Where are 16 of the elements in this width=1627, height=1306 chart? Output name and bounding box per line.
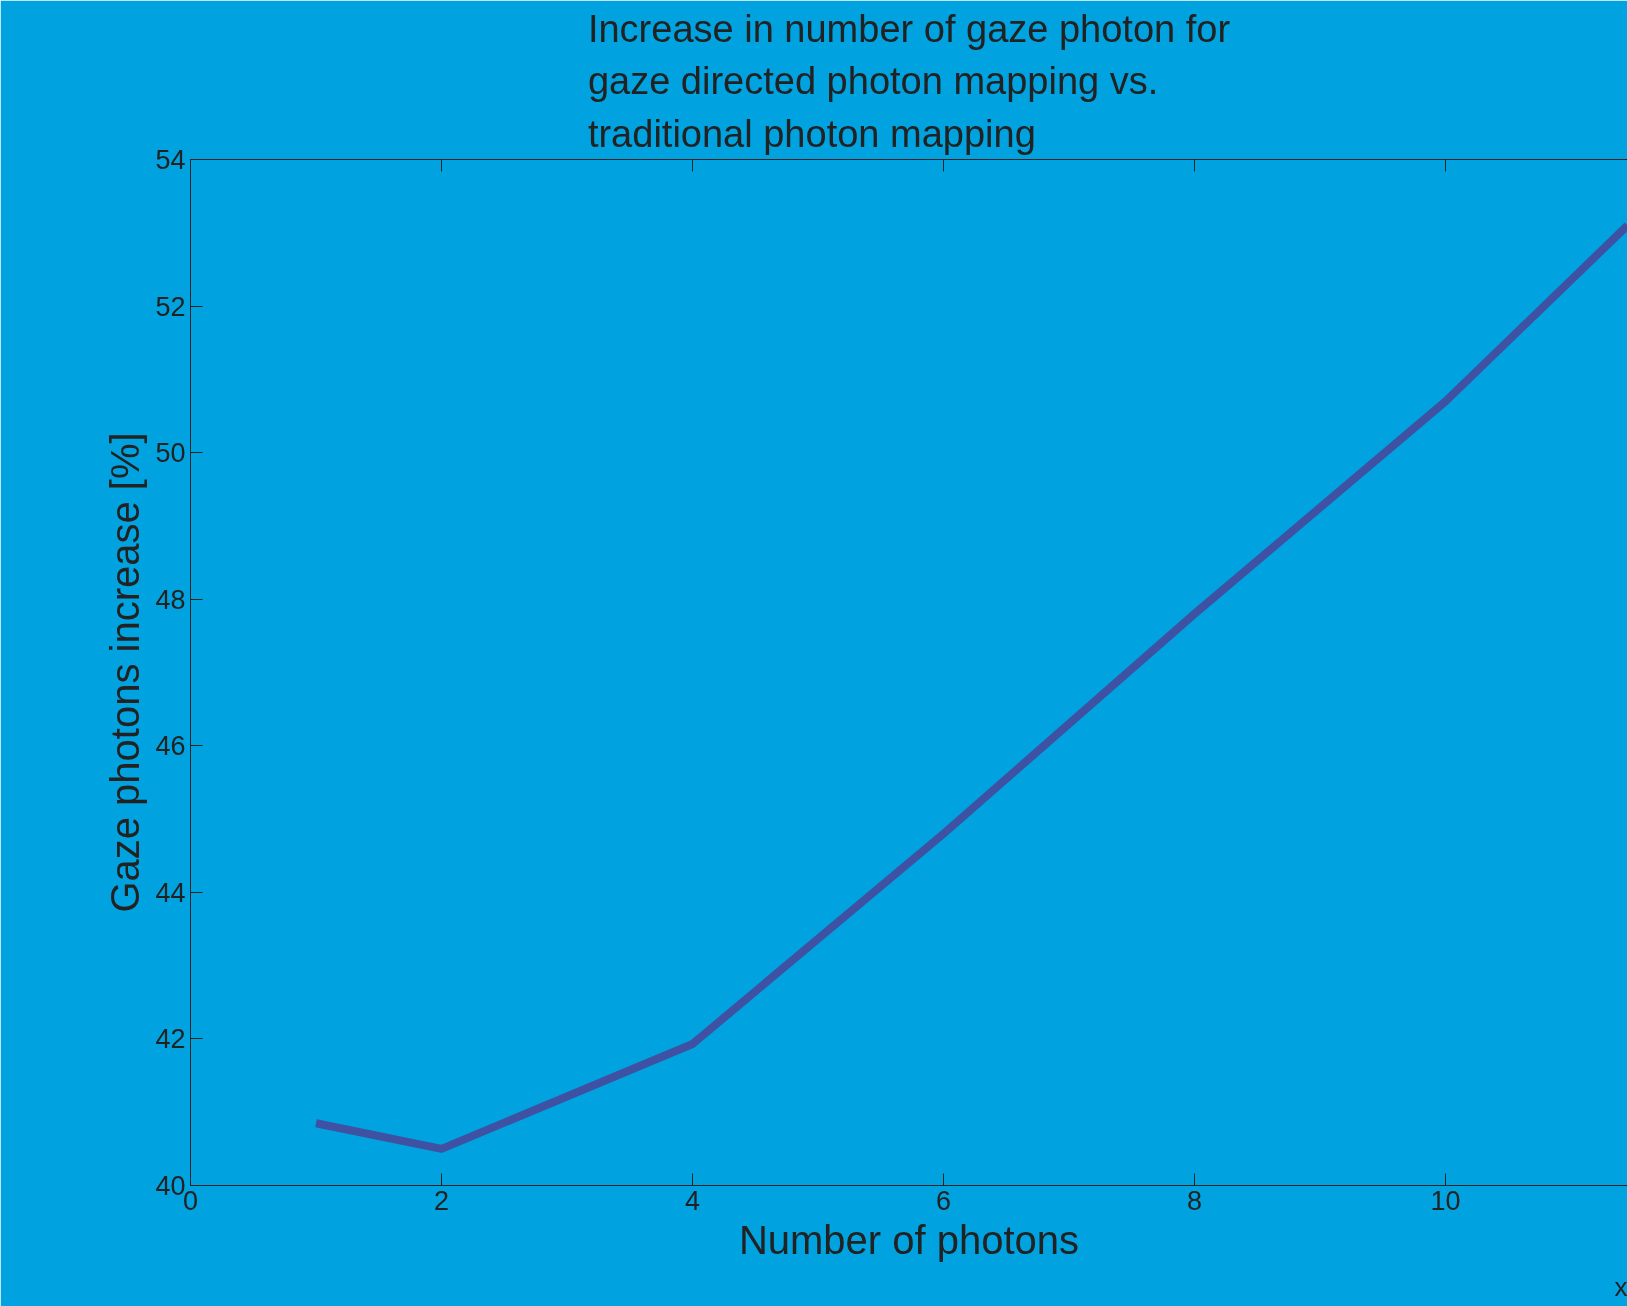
y-tick-label: 44: [155, 877, 186, 908]
y-tick-label: 48: [155, 584, 186, 615]
y-tick-label: 52: [155, 291, 186, 322]
x-tick-label: 2: [434, 1185, 450, 1216]
x-tick-label: 6: [936, 1185, 952, 1216]
text: x: [1614, 1271, 1627, 1302]
y-tick-label: 54: [155, 145, 186, 175]
x-axis-title: Number of photons: [738, 1217, 1080, 1262]
x-tick-label: 8: [1187, 1185, 1203, 1216]
chart-title: Increase in number of gaze photon for gaze directed photon mapping vs. traditional photon mapping: [587, 7, 1231, 155]
y-tick-label: 42: [155, 1024, 186, 1055]
y-tick-label: 50: [155, 438, 186, 469]
y-axis-title: Gaze photons increase [%]: [103, 432, 148, 913]
x-tick-label: 10: [1430, 1185, 1461, 1216]
x-tick-label: 4: [685, 1185, 701, 1216]
y-tick-label: 46: [155, 731, 186, 762]
